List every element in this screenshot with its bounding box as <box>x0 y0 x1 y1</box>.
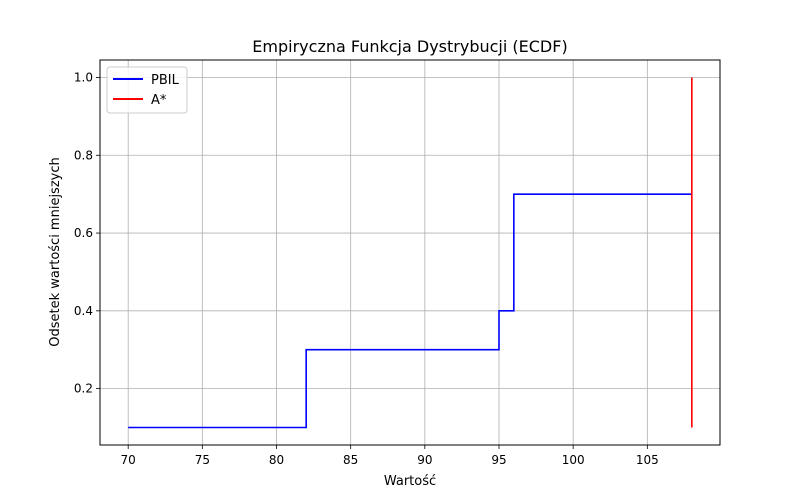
x-tick-label: 90 <box>417 453 432 467</box>
x-tick-label: 105 <box>636 453 659 467</box>
x-tick-label: 95 <box>491 453 506 467</box>
y-tick-label: 0.8 <box>74 148 93 162</box>
x-tick-label: 80 <box>269 453 284 467</box>
legend: PBIL A* <box>106 66 188 114</box>
axis-ticks: 70 75 80 85 90 95 100 105 0.2 0.4 0.6 0.8 1.0 <box>74 71 659 468</box>
legend-label-pbil: PBIL <box>151 73 180 88</box>
y-tick-label: 1.0 <box>74 71 93 85</box>
y-tick-label: 0.4 <box>74 304 93 318</box>
chart-title: Empiryczna Funkcja Dystrybucji (ECDF) <box>252 37 567 56</box>
series-lines <box>128 77 693 429</box>
legend-label-a-star: A* <box>151 93 167 108</box>
plot-frame <box>99 59 721 446</box>
x-tick-label: 75 <box>195 453 210 467</box>
y-tick-label: 0.2 <box>74 382 93 396</box>
y-axis-title: Odsetek wartości mniejszych <box>48 157 63 346</box>
x-axis-title: Wartość <box>384 474 436 489</box>
series-line-pbil <box>128 193 692 429</box>
x-tick-label: 100 <box>562 453 585 467</box>
x-tick-label: 70 <box>121 453 136 467</box>
x-tick-label: 85 <box>343 453 358 467</box>
grid-lines <box>100 60 720 445</box>
y-tick-label: 0.6 <box>74 226 93 240</box>
